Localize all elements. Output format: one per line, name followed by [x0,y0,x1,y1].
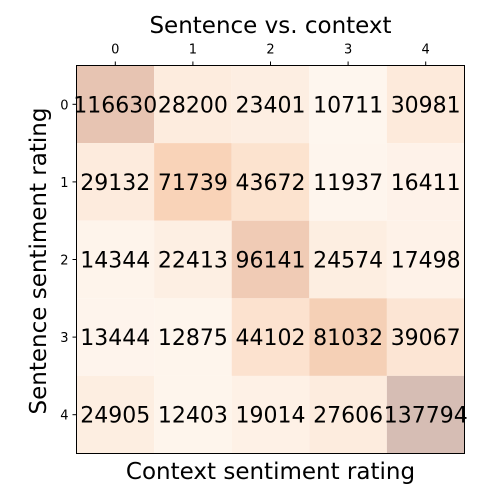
heatmap-cell [231,375,310,454]
x-tick-label: 4 [422,43,430,58]
heatmap-cell [309,65,387,144]
cell-value-label: 39067 [391,326,461,351]
y-tick-label: 1 [60,176,68,191]
cell-value-label: 12403 [158,404,228,429]
heatmap-cell [154,220,232,299]
heatmap-cell [386,143,465,221]
cell-value-label: 14344 [80,249,150,274]
x-tick-label: 1 [189,43,197,58]
cell-value-label: 137794 [384,404,468,429]
cell-value-label: 19014 [236,404,306,429]
heatmap-cell [76,220,155,299]
cell-value-label: 29132 [80,171,150,196]
heatmap-cell [309,220,387,299]
y-tick-label: 0 [60,98,68,113]
cell-value-label: 16411 [391,171,461,196]
heatmap-cell [76,375,155,454]
cell-value-label: 22413 [158,249,228,274]
cell-value-label: 24905 [80,404,150,429]
cell-value-label: 116630 [73,93,157,118]
x-tick-label: 0 [111,43,119,58]
cell-value-label: 11937 [313,171,383,196]
cell-value-label: 71739 [158,171,228,196]
heatmap-cell [154,375,232,454]
y-tick-label: 3 [60,331,68,346]
cell-value-label: 10711 [313,93,383,118]
cell-value-label: 12875 [158,326,228,351]
x-tick-label: 2 [266,43,274,58]
cell-value-label: 24574 [313,249,383,274]
heatmap-cell [309,298,387,376]
heatmap-cell [76,143,155,221]
cell-value-label: 43672 [236,171,306,196]
y-tick-label: 4 [60,409,68,424]
heatmap-cell [154,298,232,376]
heatmap-cell [386,298,465,376]
heatmap-cell [154,143,232,221]
cell-value-label: 23401 [236,93,306,118]
heatmap-cell [386,220,465,299]
heatmap-cell [386,65,465,144]
cell-value-label: 28200 [158,93,228,118]
heatmap-cell [386,375,465,454]
x-axis-label: Context sentiment rating [126,459,415,485]
heatmap-cell [309,375,387,454]
heatmap-cell [231,65,310,144]
cell-value-label: 44102 [236,326,306,351]
chart-title: Sentence vs. context [149,13,391,39]
cell-value-label: 81032 [313,326,383,351]
heatmap-cell [76,65,155,144]
y-tick-label: 2 [60,254,68,269]
heatmap-cell [231,143,310,221]
cell-value-label: 13444 [80,326,150,351]
heatmap-cell-labels: 116630 28200 23401 10711 30981 29132 71739 4367… [73,93,467,428]
cell-value-label: 96141 [236,249,306,274]
x-ticks: 0 1 2 3 4 [111,43,430,66]
heatmap-cell [231,298,310,376]
y-axis-label: Sentence sentiment rating [26,108,52,415]
heatmap-cell [309,143,387,221]
cell-value-label: 30981 [391,93,461,118]
heatmap-cell [154,65,232,144]
cell-value-label: 27606 [313,404,383,429]
x-tick-label: 3 [344,43,352,58]
cell-value-label: 17498 [391,249,461,274]
heatmap-cells [76,65,465,454]
heatmap-cell [76,298,155,376]
y-ticks: 0 1 2 3 4 [60,98,77,424]
heatmap-cell [231,220,310,299]
